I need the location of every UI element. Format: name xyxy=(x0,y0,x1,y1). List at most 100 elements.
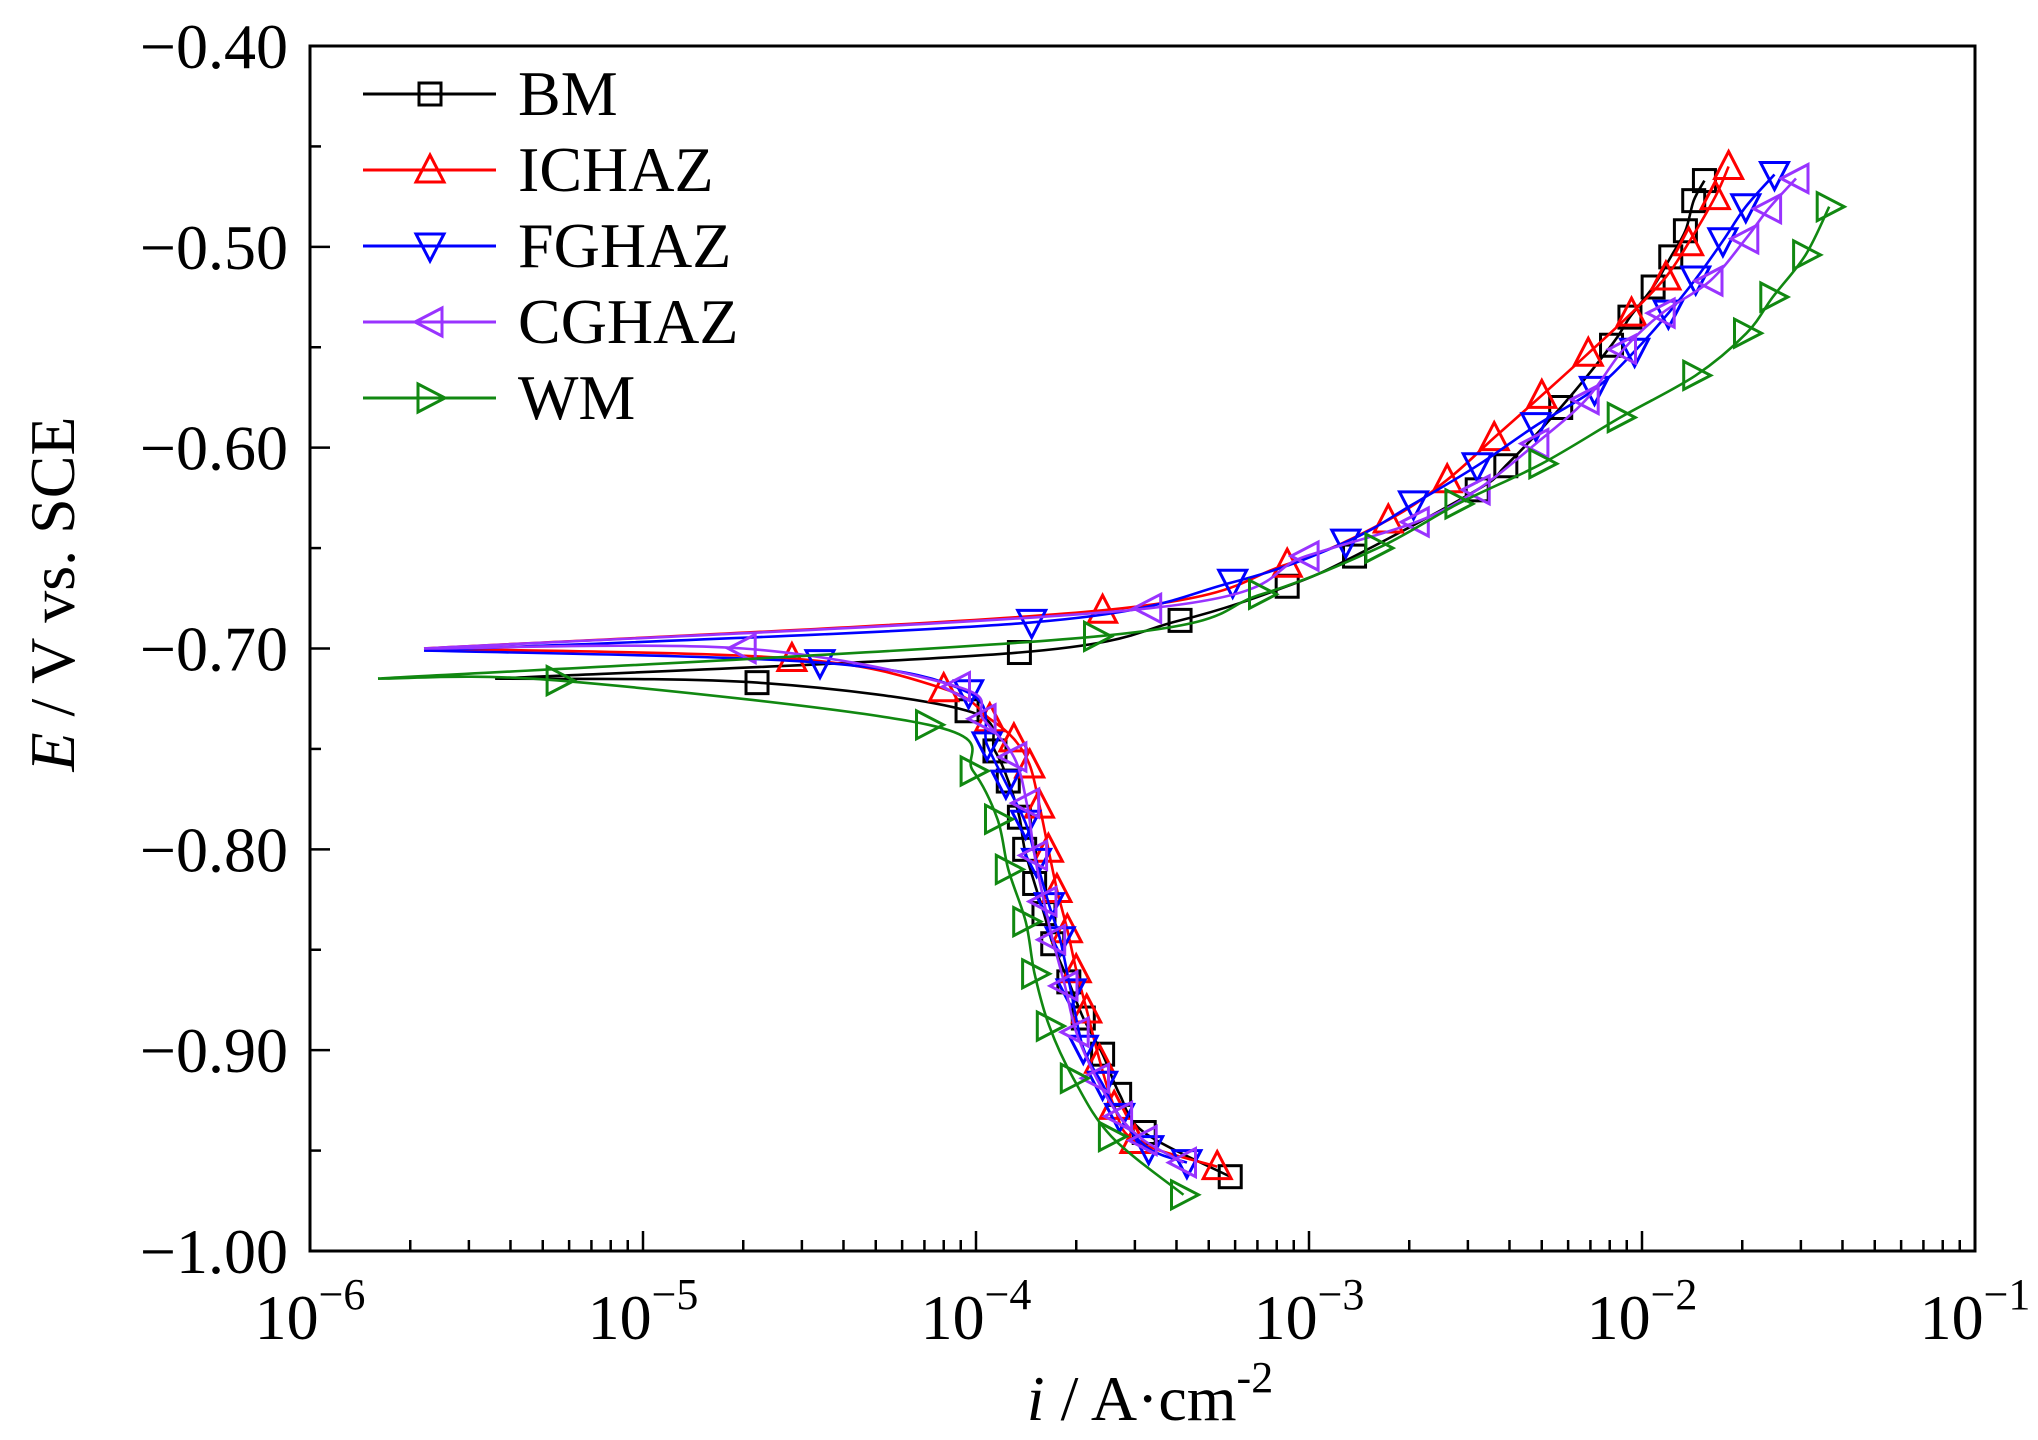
wm-data-marker xyxy=(1035,1009,1068,1043)
wm-curve xyxy=(377,675,1185,1196)
fghaz-data-marker xyxy=(1216,568,1250,601)
x-tick-exponent: −4 xyxy=(985,1270,1032,1319)
cghaz-data-marker xyxy=(1691,264,1724,298)
legend-label: FGHAZ xyxy=(518,210,731,281)
fghaz-data-marker xyxy=(970,731,1004,764)
wm-data-marker xyxy=(1792,238,1824,272)
fghaz-curve xyxy=(423,173,1776,652)
wm-data-marker xyxy=(1815,190,1848,224)
series-cghaz xyxy=(423,162,1810,1180)
legend-marker xyxy=(413,232,447,265)
x-tick-exponent: −6 xyxy=(319,1270,366,1319)
x-tick-exponent: −5 xyxy=(652,1270,699,1319)
ichaz-data-marker xyxy=(1200,1148,1234,1181)
fghaz-data-marker xyxy=(1519,412,1553,444)
wm-data-marker xyxy=(1606,401,1639,434)
cghaz-curve xyxy=(423,177,1797,650)
series-wm xyxy=(377,190,1848,1212)
cghaz-data-marker xyxy=(1130,591,1163,625)
cghaz-curve xyxy=(423,644,1185,1164)
cghaz-data-marker xyxy=(1165,1146,1197,1180)
y-axis-symbol: E xyxy=(17,732,88,772)
fghaz-data-marker xyxy=(989,769,1023,802)
cghaz-data-marker xyxy=(1567,383,1600,416)
cghaz-data-marker xyxy=(1750,192,1783,226)
axis-ticks xyxy=(310,145,1962,1251)
bm-data-marker xyxy=(1090,1041,1116,1067)
y-tick-label: −0.40 xyxy=(140,11,288,82)
ichaz-data-marker xyxy=(1477,419,1511,452)
x-tick-base: 10 xyxy=(1254,1282,1318,1353)
cghaz-data-marker xyxy=(1287,539,1320,573)
wm-data-marker xyxy=(984,802,1016,836)
cghaz-data-marker xyxy=(995,740,1028,774)
legend-marker xyxy=(417,81,443,107)
y-tick-label: −1.00 xyxy=(140,1216,288,1287)
x-tick-base: 10 xyxy=(588,1282,652,1353)
wm-data-marker xyxy=(1444,487,1477,521)
cghaz-data-marker xyxy=(1605,332,1637,366)
wm-data-marker xyxy=(545,664,578,698)
fghaz-data-marker xyxy=(1103,1102,1137,1135)
wm-data-marker xyxy=(1528,447,1561,481)
cghaz-data-marker xyxy=(1727,222,1760,256)
legend-entry-fghaz: FGHAZ xyxy=(363,210,731,281)
fghaz-data-marker xyxy=(1706,227,1740,260)
y-tick-label: −0.50 xyxy=(140,212,288,283)
wm-data-marker xyxy=(1012,905,1044,939)
ichaz-data-marker xyxy=(927,670,961,703)
wm-data-marker xyxy=(1759,280,1792,314)
legend-entry-wm: WM xyxy=(363,362,635,433)
fghaz-data-marker xyxy=(1015,608,1049,641)
legend-entry-cghaz: CGHAZ xyxy=(363,286,738,357)
fghaz-data-marker xyxy=(1066,1034,1100,1067)
y-axis-unit: / V vs. SCE xyxy=(17,416,88,732)
x-tick-label: 10−5 xyxy=(588,1270,699,1353)
cghaz-data-marker xyxy=(1125,1124,1158,1157)
wm-data-marker xyxy=(1170,1178,1202,1212)
x-tick-base: 10 xyxy=(255,1282,319,1353)
cghaz-data-marker xyxy=(724,632,757,665)
fghaz-data-marker xyxy=(1020,847,1054,880)
fghaz-data-marker xyxy=(1329,528,1363,561)
legend-marker xyxy=(416,381,449,415)
fghaz-data-marker xyxy=(1460,452,1494,484)
ichaz-data-marker xyxy=(1571,335,1605,367)
x-tick-exponent: −1 xyxy=(1984,1270,2031,1319)
x-tick-label: 10−1 xyxy=(1920,1270,2031,1353)
ichaz-data-marker xyxy=(1649,258,1683,291)
legend-label: BM xyxy=(518,58,618,129)
cghaz-data-marker xyxy=(1046,969,1079,1003)
bm-data-marker xyxy=(744,670,770,696)
ichaz-data-marker xyxy=(1525,377,1559,409)
ichaz-data-marker xyxy=(1615,294,1648,327)
cghaz-data-marker xyxy=(1034,923,1067,957)
x-tick-exponent: −3 xyxy=(1318,1270,1365,1319)
x-tick-exponent: −2 xyxy=(1651,1270,1698,1319)
cghaz-data-marker xyxy=(1025,885,1058,918)
legend-label: CGHAZ xyxy=(518,286,738,357)
ichaz-data-marker xyxy=(1086,592,1120,624)
x-tick-label: 10−6 xyxy=(255,1270,366,1353)
cghaz-data-marker xyxy=(1016,838,1049,872)
cghaz-data-marker xyxy=(1057,1015,1090,1049)
x-tick-base: 10 xyxy=(1920,1282,1984,1353)
y-tick-label: −0.60 xyxy=(140,413,288,484)
bm-data-marker xyxy=(1217,1164,1243,1190)
wm-data-marker xyxy=(915,708,947,742)
bm-data-marker xyxy=(1167,607,1193,633)
ichaz-data-marker xyxy=(1013,746,1047,779)
y-tick-label: −0.90 xyxy=(140,1015,288,1086)
wm-data-marker xyxy=(1021,957,1053,991)
ichaz-data-marker xyxy=(1712,148,1746,180)
wm-data-marker xyxy=(1059,1061,1092,1095)
cghaz-data-marker xyxy=(1643,296,1676,330)
bm-data-marker xyxy=(1493,453,1519,479)
wm-data-marker xyxy=(1083,619,1115,653)
wm-data-marker xyxy=(1682,358,1714,392)
bm-data-marker xyxy=(1658,244,1684,270)
legend-entry-bm: BM xyxy=(363,58,618,129)
y-tick-labels: −0.40 −0.50 −0.60 −0.70 −0.80 −0.90 −1.00 xyxy=(140,11,288,1287)
